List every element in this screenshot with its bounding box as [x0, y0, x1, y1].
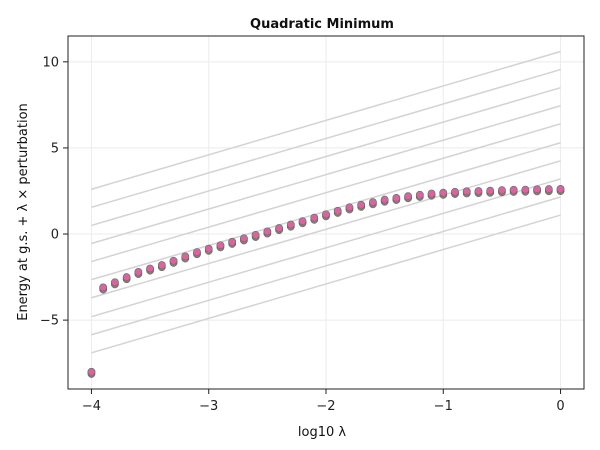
grid — [68, 36, 584, 389]
x-tick-label: −3 — [199, 399, 218, 414]
reference-line — [91, 68, 561, 209]
data-point — [134, 268, 143, 276]
data-point — [193, 248, 201, 257]
data-point — [228, 237, 237, 246]
y-tick-label: 0 — [51, 228, 59, 243]
reference-line — [91, 123, 561, 263]
data-point — [99, 283, 108, 292]
data-point — [251, 230, 260, 239]
x-axis-label: log10 λ — [298, 425, 346, 440]
data-point — [111, 278, 119, 287]
data-points — [87, 185, 565, 378]
y-tick-label: −5 — [40, 314, 59, 329]
data-point — [544, 185, 553, 193]
y-axis-label: Energy at g.s. + λ × perturbation — [16, 103, 31, 321]
data-point — [498, 186, 506, 195]
data-point — [157, 261, 166, 269]
x-tick-label: −2 — [316, 399, 335, 414]
data-point — [369, 198, 377, 207]
data-point — [240, 234, 248, 243]
data-point — [333, 206, 342, 215]
reference-line — [91, 214, 561, 354]
data-point — [462, 187, 471, 196]
data-point — [263, 227, 272, 236]
chart-title: Quadratic Minimum — [250, 17, 394, 32]
data-point — [286, 220, 295, 229]
data-point — [474, 187, 483, 195]
y-tick-label: 5 — [51, 141, 59, 156]
data-point — [509, 185, 518, 194]
data-point — [216, 241, 225, 250]
data-point — [486, 186, 495, 195]
x-tick-label: 0 — [556, 399, 564, 414]
data-point — [345, 203, 354, 212]
reference-line — [91, 160, 561, 299]
x-tick-label: −1 — [434, 399, 453, 414]
data-point — [204, 244, 213, 253]
data-point — [521, 185, 530, 194]
data-point — [322, 210, 330, 219]
data-point — [87, 367, 96, 376]
reference-lines — [91, 50, 561, 354]
data-point — [451, 187, 459, 196]
x-tick-label: −4 — [82, 399, 101, 414]
reference-line — [91, 178, 561, 318]
data-point — [181, 252, 190, 261]
data-point — [357, 200, 366, 209]
data-point — [392, 193, 401, 202]
data-point — [310, 213, 319, 222]
data-point — [404, 192, 412, 201]
data-point — [415, 190, 424, 199]
data-point — [556, 185, 565, 193]
ticks: −4 −3 −2 −1 0 −5 0 5 10 — [40, 55, 565, 414]
data-point — [427, 189, 436, 198]
y-tick-label: 10 — [42, 55, 59, 70]
data-point — [533, 185, 541, 194]
reference-line — [91, 105, 561, 245]
data-point — [169, 256, 178, 265]
reference-line — [91, 196, 561, 336]
data-point — [146, 264, 154, 273]
data-point — [122, 273, 131, 281]
data-point — [380, 195, 389, 204]
data-point — [439, 188, 448, 197]
data-point — [298, 217, 307, 226]
reference-line — [91, 86, 561, 227]
data-point — [275, 224, 283, 232]
reference-line — [91, 50, 561, 190]
